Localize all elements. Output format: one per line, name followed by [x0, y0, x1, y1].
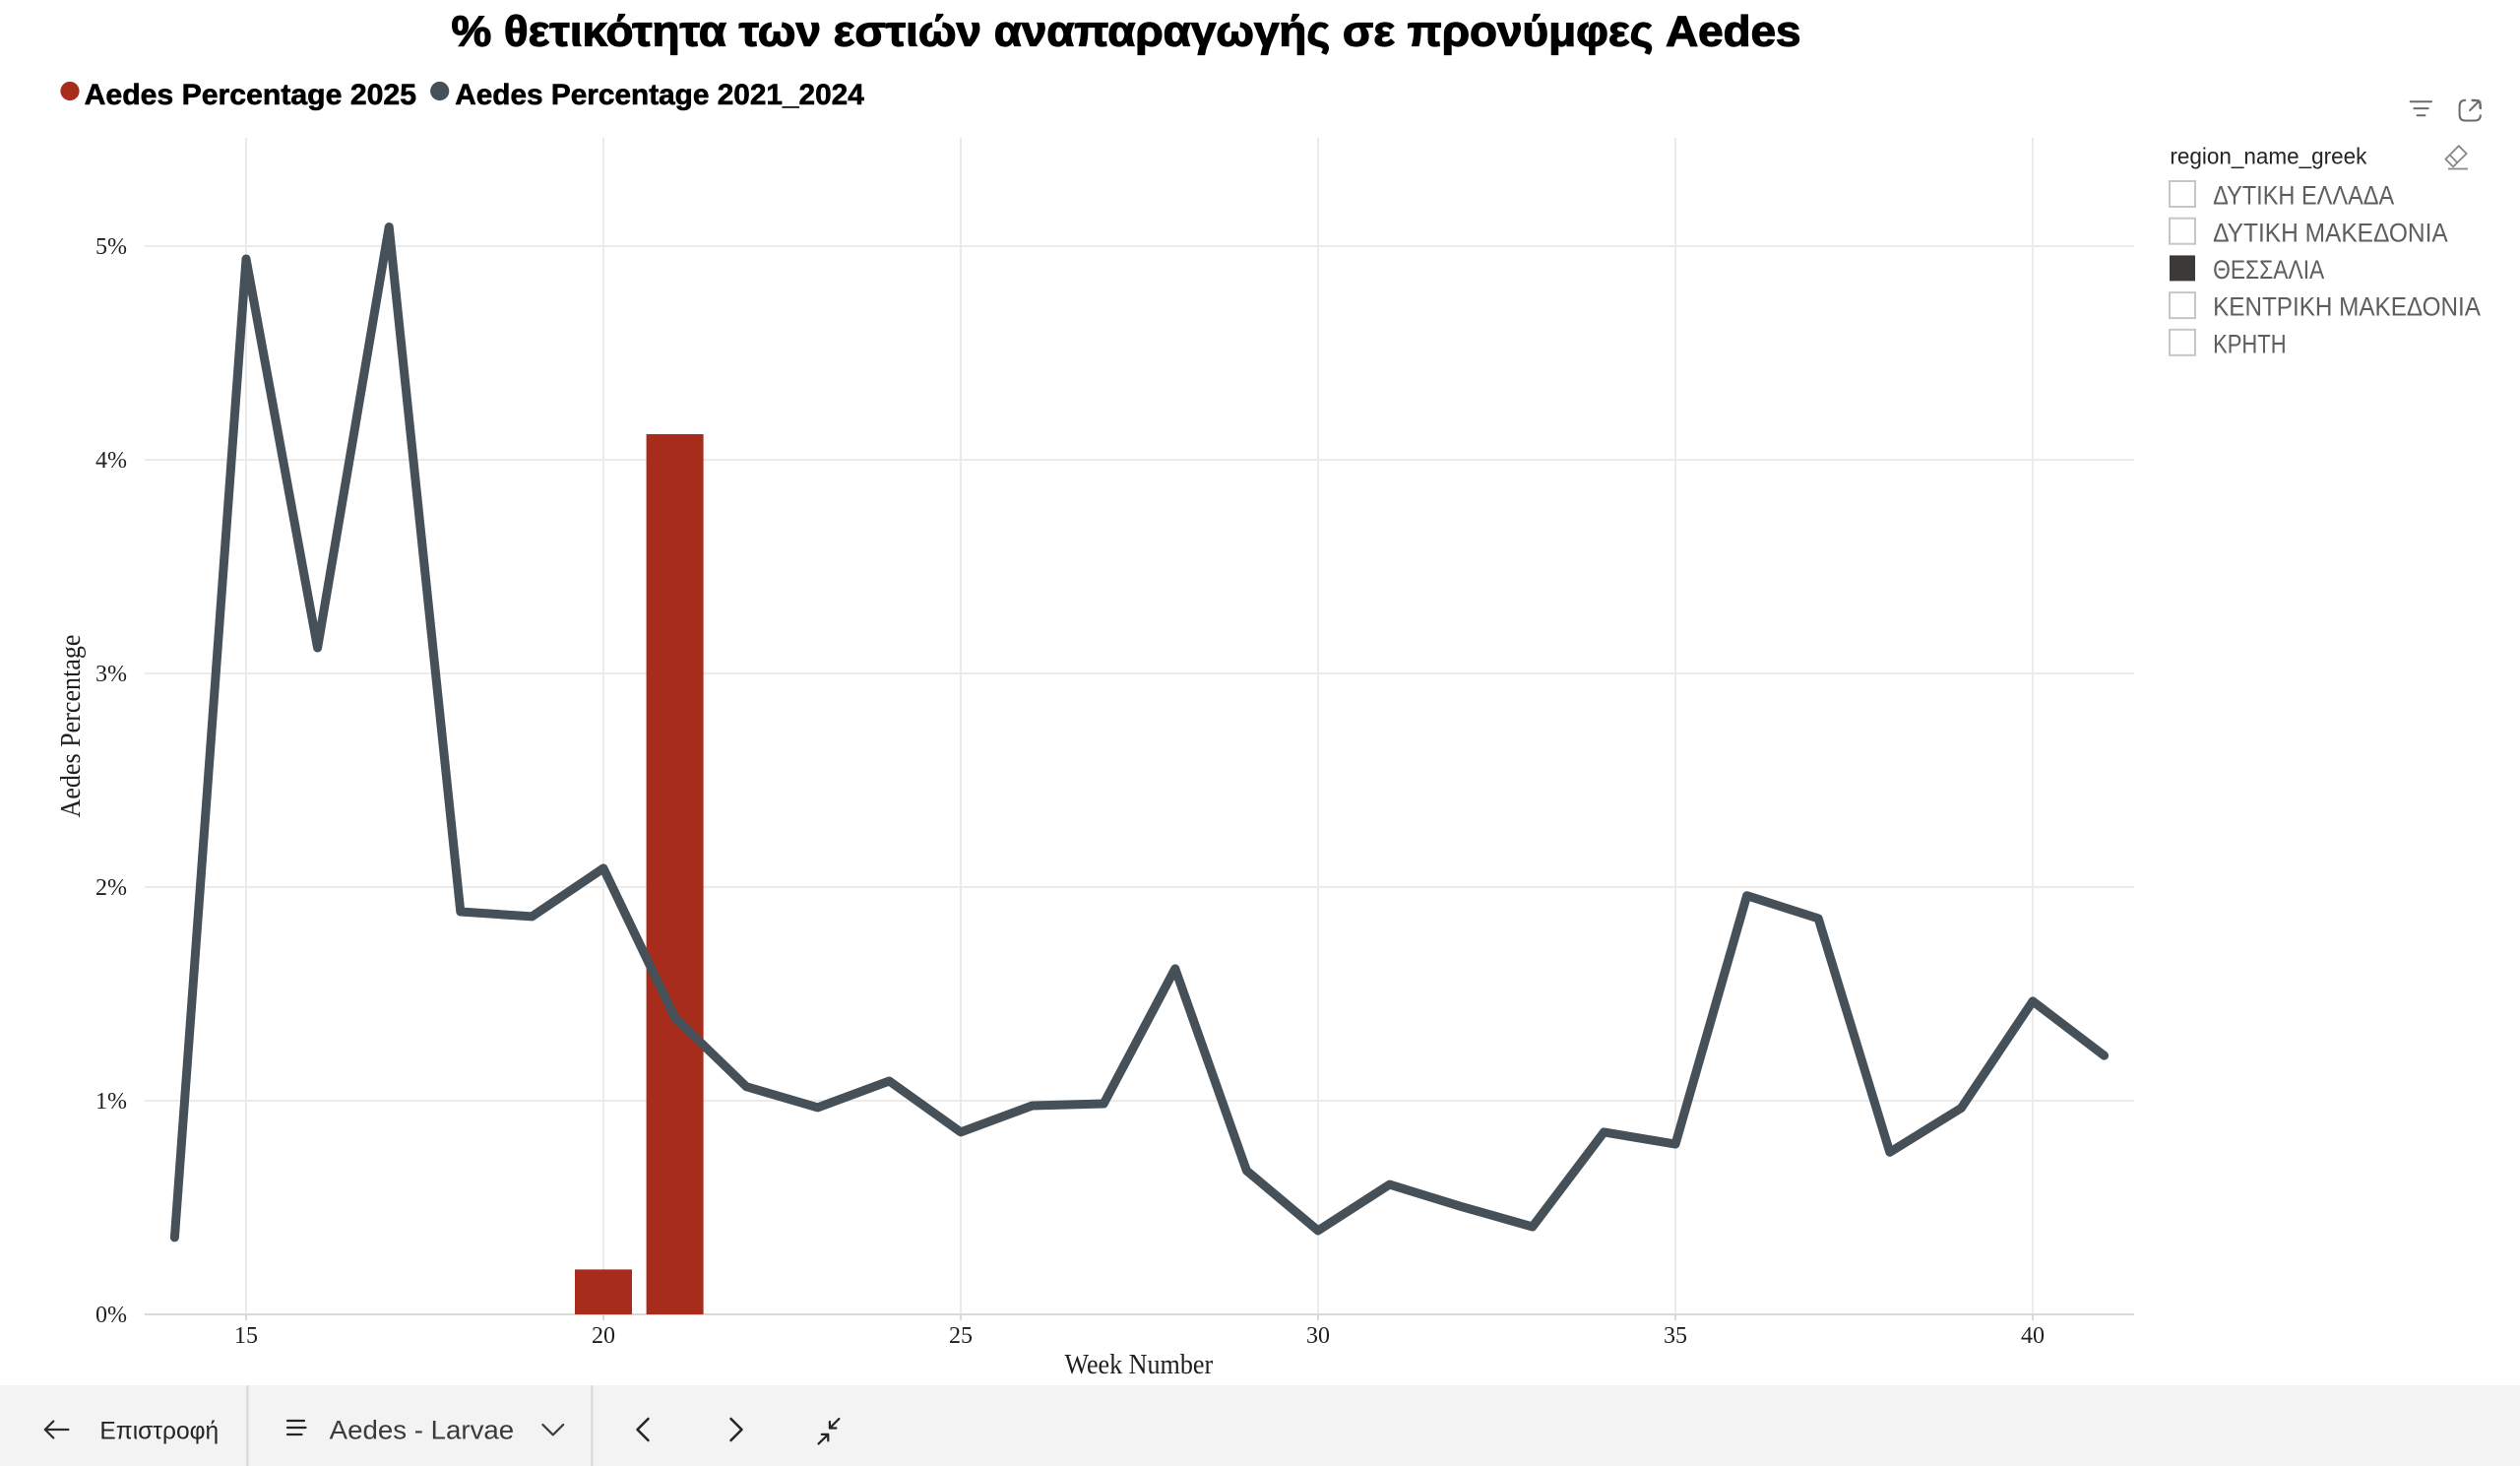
svg-text:Aedes Percentage: Aedes Percentage: [55, 635, 87, 818]
svg-text:15: 15: [234, 1323, 258, 1349]
svg-text:ΔΥΤΙΚΗ ΕΛΛΑΔΑ: ΔΥΤΙΚΗ ΕΛΛΑΔΑ: [2213, 181, 2394, 211]
svg-text:20: 20: [592, 1323, 615, 1349]
svg-text:ΔΥΤΙΚΗ ΜΑΚΕΔΟΝΙΑ: ΔΥΤΙΚΗ ΜΑΚΕΔΟΝΙΑ: [2213, 219, 2448, 247]
svg-text:Aedes Percentage 2025: Aedes Percentage 2025: [85, 79, 416, 111]
svg-text:% θετικότητα των εστιών αναπαρ: % θετικότητα των εστιών αναπαραγωγής σε …: [452, 8, 1801, 56]
svg-text:ΘΕΣΣΑΛΙΑ: ΘΕΣΣΑΛΙΑ: [2213, 255, 2324, 285]
svg-text:40: 40: [2021, 1323, 2045, 1349]
svg-text:0%: 0%: [95, 1303, 127, 1328]
svg-text:Week Number: Week Number: [1064, 1349, 1213, 1380]
svg-text:1%: 1%: [95, 1089, 127, 1115]
svg-text:Επιστροφή: Επιστροφή: [99, 1418, 219, 1445]
svg-text:2%: 2%: [95, 875, 127, 901]
svg-text:region_name_greek: region_name_greek: [2170, 143, 2366, 168]
svg-text:Aedes - Larvae: Aedes - Larvae: [330, 1416, 515, 1445]
svg-text:4%: 4%: [95, 448, 127, 474]
svg-text:ΚΡΗΤΗ: ΚΡΗΤΗ: [2213, 330, 2286, 359]
svg-text:3%: 3%: [95, 662, 127, 687]
svg-text:35: 35: [1664, 1323, 1687, 1349]
svg-text:ΚΕΝΤΡΙΚΗ ΜΑΚΕΔΟΝΙΑ: ΚΕΝΤΡΙΚΗ ΜΑΚΕΔΟΝΙΑ: [2213, 293, 2482, 322]
svg-text:Aedes Percentage 2021_2024: Aedes Percentage 2021_2024: [455, 79, 864, 111]
svg-text:5%: 5%: [95, 234, 127, 260]
svg-text:30: 30: [1306, 1323, 1330, 1349]
svg-text:25: 25: [949, 1323, 973, 1349]
